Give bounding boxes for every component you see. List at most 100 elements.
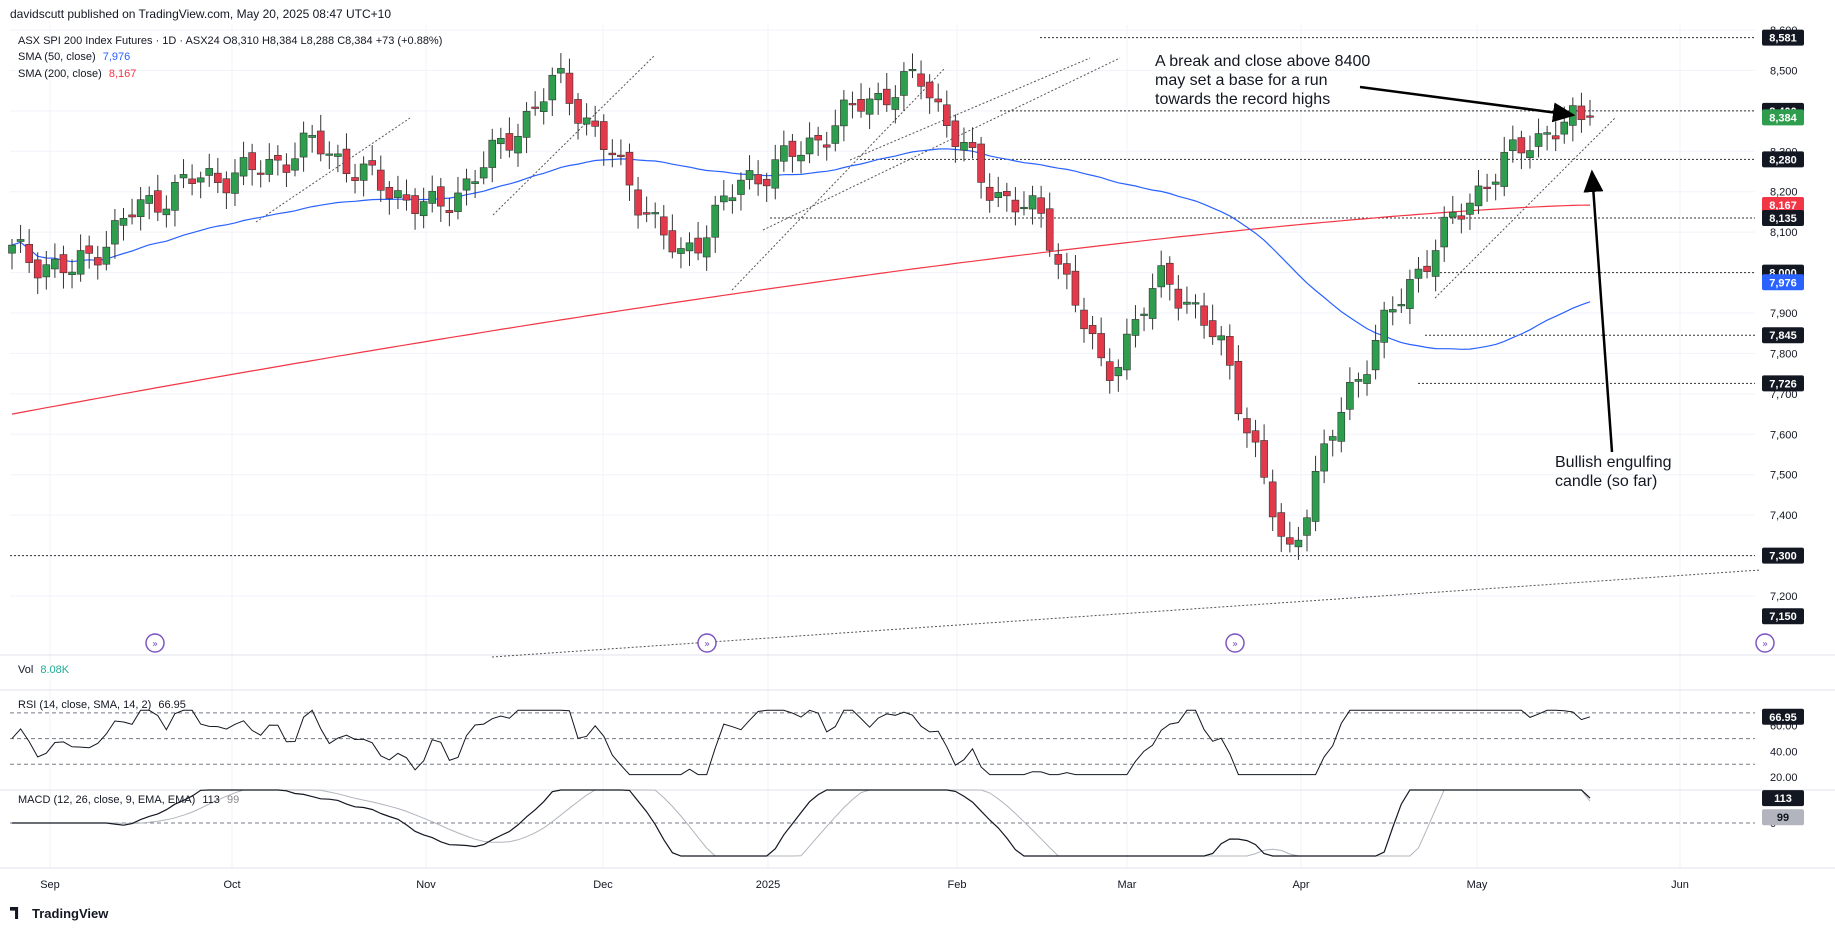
candle-body	[188, 178, 196, 184]
candle-body	[153, 190, 162, 213]
volume-legend[interactable]: Vol 8.08K	[18, 664, 69, 676]
candle-body	[1286, 537, 1294, 545]
y-tick-label: 7,200	[1770, 591, 1798, 603]
sma200-legend[interactable]: SMA (200, close) 8,167	[18, 68, 136, 80]
candle-body	[745, 170, 754, 180]
candle-body	[1071, 270, 1080, 306]
candle-body	[1251, 430, 1260, 443]
candle-body	[68, 271, 76, 275]
candle-body	[848, 103, 857, 106]
candle-body	[1509, 139, 1517, 151]
macd-signal-legend-value: 99	[226, 794, 240, 806]
candle-body	[951, 120, 960, 147]
candle-body	[411, 195, 419, 214]
candle-body	[685, 242, 694, 252]
sma50-legend[interactable]: SMA (50, close) 7,976	[18, 51, 130, 63]
candle-body	[479, 167, 488, 179]
candle-body	[908, 69, 917, 72]
candle-body	[651, 212, 660, 215]
candle-body	[1183, 301, 1191, 305]
price-badge	[1762, 608, 1804, 625]
candle-body	[702, 237, 711, 258]
candle-body	[668, 230, 677, 253]
candle-body	[214, 172, 222, 183]
macd-legend-label: MACD (12, 26, close, 9, EMA, EMA)	[18, 794, 196, 806]
sma50-line	[11, 148, 1591, 350]
candle-body	[462, 178, 471, 191]
sma200-path	[11, 204, 1591, 415]
annotation-line: A break and close above 8400	[1155, 53, 1371, 70]
candle-body	[1466, 202, 1474, 215]
candle-body	[1354, 379, 1363, 382]
candle-body	[351, 177, 359, 181]
candle-body	[51, 258, 59, 270]
candle-body	[171, 182, 179, 211]
price-badge	[1762, 327, 1804, 344]
candle-body	[111, 220, 119, 245]
price-badge	[1762, 197, 1804, 214]
candles	[8, 53, 1594, 560]
candle-body	[865, 98, 874, 115]
candle-body	[145, 195, 154, 204]
candle-body	[617, 154, 625, 157]
candle-body	[805, 137, 814, 155]
candle-body	[282, 164, 291, 173]
x-tick-label: Feb	[948, 879, 967, 891]
candle-body	[1440, 216, 1449, 248]
candle-body	[239, 157, 248, 177]
candle-body	[1397, 304, 1406, 307]
candle-body	[85, 245, 93, 254]
candle-body	[659, 216, 668, 236]
candle-body	[59, 254, 68, 274]
price-badges: 8,5818,4008,3848,2808,1678,1358,0007,976…	[1762, 29, 1804, 625]
candle-body	[488, 139, 497, 168]
candle-body	[419, 201, 428, 217]
candle-body	[1311, 470, 1320, 522]
candle-body	[102, 246, 111, 265]
candle-body	[497, 137, 505, 145]
candle-body	[1200, 305, 1208, 326]
price-badge-label: 8,167	[1769, 200, 1797, 212]
event-marker-icon	[145, 633, 165, 653]
tradingview-logo[interactable]: TradingView	[10, 906, 108, 921]
candle-body	[728, 197, 737, 202]
candle-body	[1217, 335, 1226, 341]
candle-body	[917, 73, 925, 87]
candle-body	[256, 172, 265, 175]
candle-body	[1448, 211, 1457, 218]
macd-panel: 011399	[10, 789, 1804, 857]
event-markers: » » » »	[145, 633, 1775, 653]
price-badge-label: 8,384	[1769, 112, 1797, 124]
candle-body	[1543, 132, 1551, 135]
trend-lines	[255, 54, 1761, 658]
price-badge	[1762, 209, 1804, 226]
candle-body	[522, 110, 531, 138]
event-marker-icon	[1755, 633, 1775, 653]
macd-badge	[1762, 790, 1804, 807]
price-badge	[1762, 29, 1804, 46]
price-badge-label: 7,976	[1769, 277, 1797, 289]
candle-body	[608, 152, 617, 156]
candle-body	[1534, 133, 1543, 147]
rsi-legend[interactable]: RSI (14, close, SMA, 14, 2) 66.95	[18, 699, 186, 711]
candle-body	[308, 135, 316, 138]
x-tick-label: Nov	[416, 879, 436, 891]
candle-body	[274, 155, 282, 161]
candle-body	[831, 125, 840, 144]
time-axis[interactable]: Sep Oct Nov Dec 2025 Feb Mar Apr May Jun	[40, 879, 1689, 891]
event-marker-glyph: »	[704, 639, 710, 650]
candle-body	[1457, 215, 1466, 220]
candle-body	[222, 178, 231, 194]
y-tick-label: 7,500	[1770, 470, 1798, 482]
price-badge	[1762, 547, 1804, 564]
x-tick-label: Jun	[1671, 879, 1689, 891]
price-badge	[1762, 375, 1804, 392]
candle-body	[402, 194, 411, 201]
candle-body	[231, 172, 239, 194]
macd-legend[interactable]: MACD (12, 26, close, 9, EMA, EMA) 113 99	[18, 794, 239, 806]
symbol-legend[interactable]: ASX SPI 200 Index Futures · 1D · ASX24 O…	[18, 35, 443, 47]
price-badge	[1762, 274, 1804, 291]
candle-body	[720, 195, 728, 203]
candle-body	[437, 186, 445, 207]
